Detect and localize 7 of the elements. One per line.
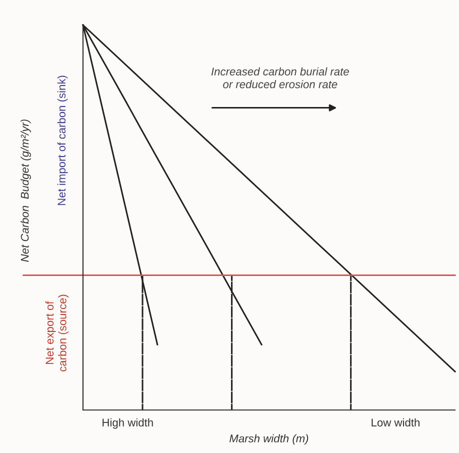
annotation: Increased carbon burial rate or reduced erosion rate	[211, 67, 349, 88]
text: Net export of carbon (source)	[45, 294, 69, 372]
x-tick-label: High width	[102, 418, 153, 429]
text: Net import of carbon (sink)	[57, 76, 68, 206]
y-axis-title: Net Carbon Budget (g/m²/yr)	[20, 120, 31, 262]
x-tick-label: Low width	[372, 418, 420, 426]
x-axis-title: Marsh width (m)	[230, 434, 308, 445]
